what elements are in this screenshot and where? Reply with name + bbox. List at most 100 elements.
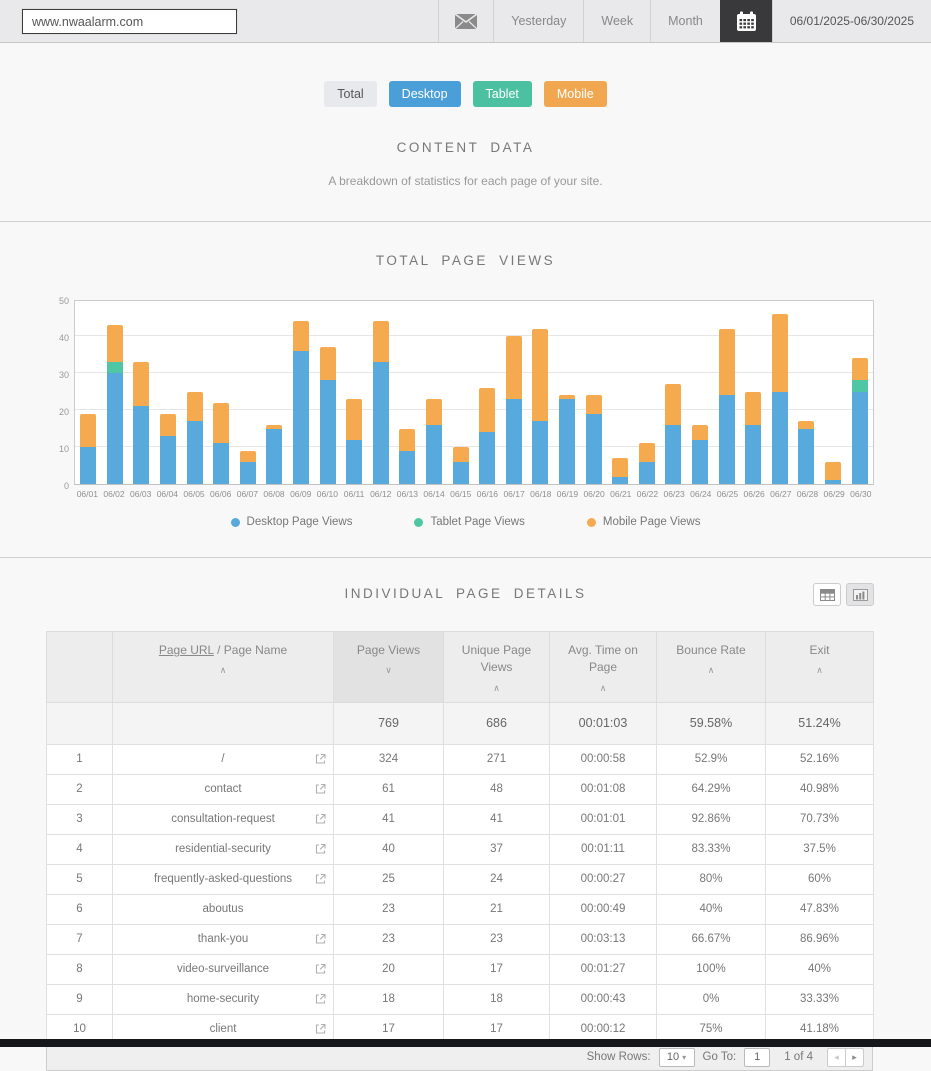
external-link-icon[interactable] — [315, 934, 326, 945]
bar-06-26[interactable] — [740, 301, 767, 484]
bar-06-25[interactable] — [713, 301, 740, 484]
sort-asc-icon[interactable]: ∧ — [816, 665, 823, 676]
external-link-icon[interactable] — [315, 814, 326, 825]
next-page-button[interactable]: ▸ — [845, 1047, 864, 1067]
bounce-rate-cell: 40% — [656, 893, 766, 925]
bar-06-08[interactable] — [261, 301, 288, 484]
table-row: 2 contact 61 48 00:01:08 64.29% 40.98% — [46, 773, 874, 805]
bar-06-16[interactable] — [474, 301, 501, 484]
x-axis-tick-label: 06/01 — [76, 489, 98, 499]
previous-page-button[interactable]: ◂ — [827, 1047, 846, 1067]
page-details-table: Page URL / Page Name ∧ Page Views ∨ Unique P… — [46, 631, 874, 1045]
exit-cell: 52.16% — [765, 743, 874, 775]
bar-06-02[interactable] — [102, 301, 129, 484]
mobile-page-views-segment — [266, 424, 283, 429]
filter-button-mobile[interactable]: Mobile — [543, 81, 607, 107]
filter-button-desktop[interactable]: Desktop — [388, 81, 461, 107]
bar-06-28[interactable] — [793, 301, 820, 484]
sort-asc-icon[interactable]: ∧ — [219, 665, 227, 676]
bar-06-05[interactable] — [181, 301, 208, 484]
avg-time-cell: 00:01:01 — [549, 803, 657, 835]
calendar-icon — [736, 11, 757, 32]
bar-06-21[interactable] — [607, 301, 634, 484]
email-report-button[interactable] — [438, 0, 493, 42]
x-axis-tick-label: 06/10 — [316, 489, 339, 499]
bar-06-19[interactable] — [554, 301, 581, 484]
bar-06-12[interactable] — [368, 301, 395, 484]
calendar-button[interactable] — [719, 0, 772, 42]
page-views-cell: 61 — [333, 773, 444, 805]
tablet-page-views-segment — [851, 380, 868, 392]
summary-row: 769 686 00:01:03 59.58% 51.24% — [46, 701, 874, 745]
bar-06-09[interactable] — [288, 301, 315, 484]
column-header-unique-page-views[interactable]: Unique Page Views ∧ — [443, 631, 550, 703]
external-link-icon[interactable] — [315, 1024, 326, 1035]
tab-week[interactable]: Week — [583, 0, 650, 42]
sort-desc-icon[interactable]: ∨ — [385, 665, 392, 676]
bar-06-04[interactable] — [155, 301, 182, 484]
bar-06-06[interactable] — [208, 301, 235, 484]
show-rows-select[interactable]: 10 ▾ — [658, 1047, 695, 1067]
external-link-icon[interactable] — [315, 844, 326, 855]
bar-06-23[interactable] — [660, 301, 687, 484]
table-view-button[interactable] — [813, 583, 841, 606]
x-axis-tick-label: 06/07 — [236, 489, 258, 499]
column-header-avg-time-on-page[interactable]: Avg. Time on Page ∧ — [549, 631, 657, 703]
bar-06-01[interactable] — [75, 301, 102, 484]
x-axis-tick-label: 06/04 — [156, 489, 178, 499]
external-link-icon[interactable] — [315, 754, 326, 765]
bar-06-24[interactable] — [687, 301, 714, 484]
chart-view-button[interactable] — [846, 583, 874, 606]
bar-06-18[interactable] — [527, 301, 554, 484]
goto-page-input[interactable] — [744, 1047, 771, 1067]
bounce-rate-cell: 66.67% — [656, 923, 766, 955]
date-range-label: 06/01/2025-06/30/2025 — [771, 0, 931, 42]
bar-06-14[interactable] — [421, 301, 448, 484]
x-axis-tick-label: 06/12 — [370, 489, 392, 499]
rank-cell: 2 — [46, 773, 113, 805]
bar-06-11[interactable] — [341, 301, 368, 484]
external-link-icon[interactable] — [315, 994, 326, 1005]
legend-item-desktop[interactable]: Desktop Page Views — [230, 516, 352, 528]
bar-06-22[interactable] — [633, 301, 660, 484]
mobile-page-views-segment — [80, 413, 97, 447]
content-data-section: Total Desktop Tablet Mobile CONTENT DATA A … — [0, 43, 931, 222]
column-header-bounce-rate[interactable]: Bounce Rate ∧ — [656, 631, 766, 703]
page-views-cell: 23 — [333, 893, 444, 925]
bar-06-20[interactable] — [580, 301, 607, 484]
legend-item-tablet[interactable]: Tablet Page Views — [414, 516, 525, 528]
filter-button-tablet[interactable]: Tablet — [472, 81, 532, 107]
mobile-page-views-segment — [638, 443, 655, 462]
x-axis-tick-label: 06/09 — [290, 489, 312, 499]
bar-06-29[interactable] — [820, 301, 847, 484]
bar-06-10[interactable] — [314, 301, 341, 484]
bar-06-27[interactable] — [766, 301, 793, 484]
mobile-page-views-segment — [399, 428, 416, 451]
page-url-sort-link[interactable]: Page URL — [158, 643, 214, 657]
summary-cell: 686 — [443, 701, 550, 745]
external-link-icon[interactable] — [315, 784, 326, 795]
external-link-icon[interactable] — [315, 964, 326, 975]
bar-06-17[interactable] — [501, 301, 528, 484]
tab-month[interactable]: Month — [650, 0, 720, 42]
bar-06-30[interactable] — [846, 301, 873, 484]
column-header-exit[interactable]: Exit ∧ — [765, 631, 874, 703]
site-url-input[interactable] — [21, 8, 238, 35]
bounce-rate-cell: 80% — [656, 863, 766, 895]
column-header-page-views[interactable]: Page Views ∨ — [333, 631, 444, 703]
external-link-icon[interactable] — [315, 874, 326, 885]
sort-asc-icon[interactable]: ∧ — [707, 665, 715, 676]
bar-06-07[interactable] — [235, 301, 262, 484]
tab-yesterday[interactable]: Yesterday — [493, 0, 583, 42]
sort-asc-icon[interactable]: ∧ — [599, 682, 607, 693]
bar-06-15[interactable] — [447, 301, 474, 484]
mobile-page-views-segment — [160, 413, 177, 436]
legend-item-mobile[interactable]: Mobile Page Views — [586, 516, 700, 528]
bar-06-03[interactable] — [128, 301, 155, 484]
sort-asc-icon[interactable]: ∧ — [493, 682, 500, 693]
bar-06-13[interactable] — [394, 301, 421, 484]
column-header-page-url[interactable]: Page URL / Page Name ∧ — [112, 631, 334, 703]
bounce-rate-cell: 0% — [656, 983, 766, 1015]
filter-button-total[interactable]: Total — [324, 81, 377, 107]
rank-cell: 7 — [46, 923, 113, 955]
